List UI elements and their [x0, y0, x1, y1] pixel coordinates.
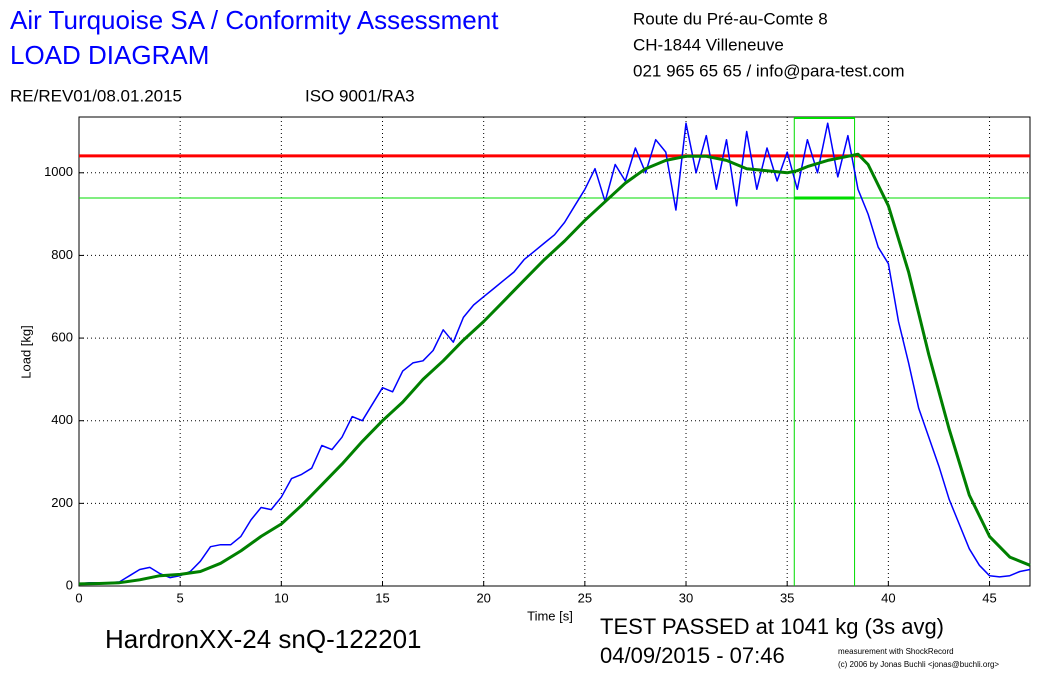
y-tick-label: 800 [51, 247, 73, 262]
y-tick-label: 0 [66, 577, 73, 592]
data-line [78, 152, 1031, 586]
credit: measurement with ShockRecord [838, 647, 954, 656]
date: 04/09/2015 - 07:46 [600, 643, 785, 668]
x-axis-label: Time [s] [527, 608, 573, 623]
y-axis-label: Load [kg] [18, 325, 33, 379]
x-tick-label: 45 [982, 590, 996, 605]
x-tick-label: 20 [476, 590, 490, 605]
revision: RE/REV01/08.01.2015 [10, 86, 182, 105]
copyright: (c) 2006 by Jonas Buchli <jonas@buchli.o… [838, 660, 999, 669]
x-tick-label: 10 [274, 590, 288, 605]
address: CH-1844 Villeneuve [633, 35, 784, 54]
y-tick-label: 400 [51, 412, 73, 427]
iso: ISO 9001/RA3 [305, 86, 415, 105]
plot-area [78, 116, 1031, 587]
address: 021 965 65 65 / info@para-test.com [633, 61, 904, 80]
x-tick-label: 5 [177, 590, 184, 605]
product: HardronXX-24 snQ-122201 [105, 624, 422, 654]
x-tick-label: 25 [578, 590, 592, 605]
y-tick-label: 200 [51, 495, 73, 510]
y-tick-label: 1000 [44, 164, 73, 179]
x-tick-label: 30 [679, 590, 693, 605]
x-tick-label: 0 [75, 590, 82, 605]
result: TEST PASSED at 1041 kg (3s avg) [600, 614, 944, 639]
data-line [78, 122, 1031, 585]
y-tick-label: 600 [51, 330, 73, 345]
subtitle: LOAD DIAGRAM [10, 40, 209, 70]
address: Route du Pré-au-Comte 8 [633, 9, 828, 28]
x-tick-label: 40 [881, 590, 895, 605]
x-tick-label: 35 [780, 590, 794, 605]
title: Air Turquoise SA / Conformity Assessment [10, 5, 499, 35]
x-tick-label: 15 [375, 590, 389, 605]
